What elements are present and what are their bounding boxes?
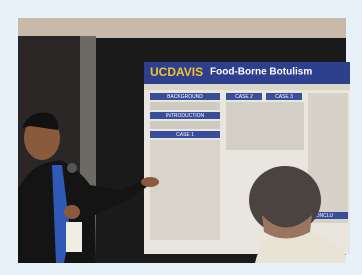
section-heading: CASE 2	[235, 94, 253, 100]
pointing-hand	[141, 177, 159, 187]
text-block	[150, 102, 220, 110]
poster-title: Food-Borne Botulism	[210, 67, 312, 78]
image-block	[226, 102, 304, 150]
microphone	[67, 163, 77, 173]
section-heading: CASE 3	[275, 94, 293, 100]
text-block	[150, 121, 220, 129]
scene: UCDAVIS Food-Borne Botulism BACKGROUND I…	[18, 18, 350, 263]
poster-authors	[144, 84, 350, 90]
section-heading: CASE 1	[176, 132, 194, 138]
presenter-hand	[64, 205, 80, 219]
ceiling	[18, 18, 346, 38]
section-heading: BACKGROUND	[167, 94, 203, 100]
badge	[66, 222, 82, 252]
page: UCDAVIS Food-Borne Botulism BACKGROUND I…	[0, 0, 362, 275]
section-heading: INTRODUCTION	[166, 113, 205, 119]
photo: UCDAVIS Food-Borne Botulism BACKGROUND I…	[0, 0, 362, 275]
poster-logo: UCDAVIS	[150, 65, 203, 79]
table-block	[150, 140, 220, 240]
